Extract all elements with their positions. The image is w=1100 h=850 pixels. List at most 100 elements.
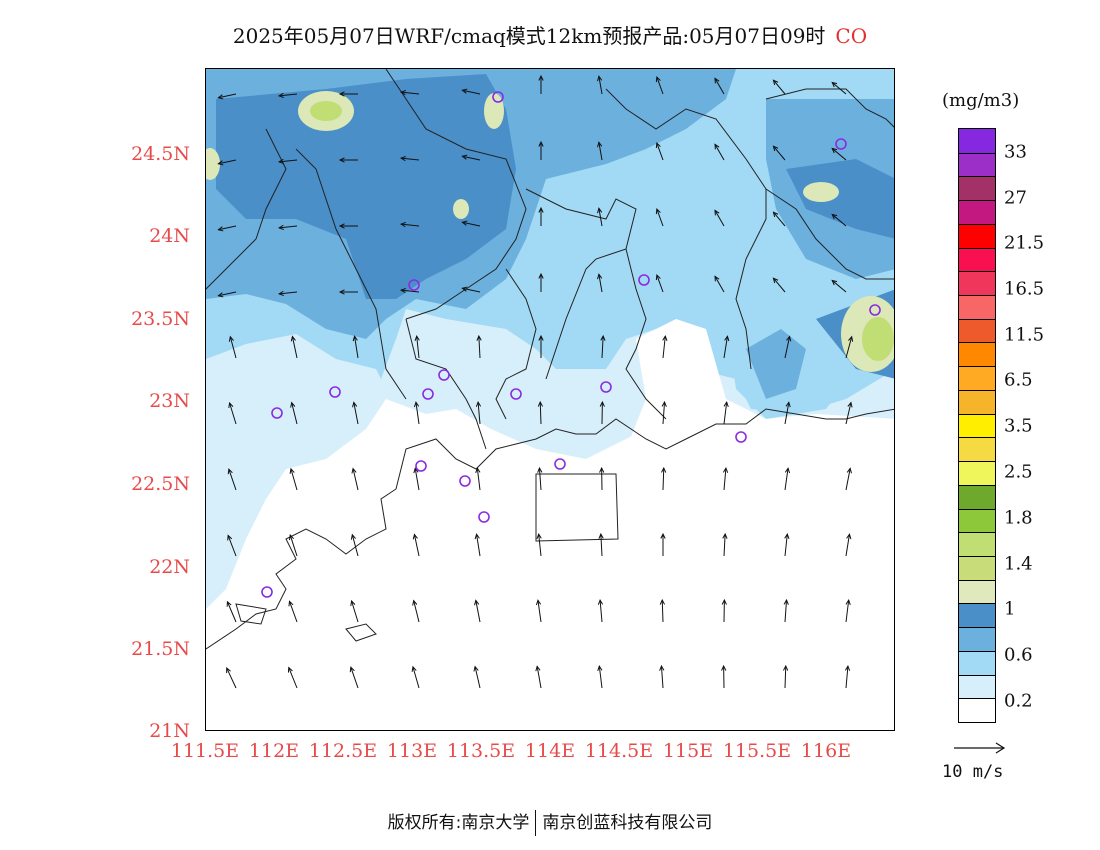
- border-1: [206, 128, 287, 290]
- wind-vector: [226, 667, 237, 689]
- wind-vector: [462, 221, 481, 227]
- lon-label-111.5: 111.5E: [170, 740, 240, 762]
- colorbar-unit: (mg/m3): [942, 90, 1020, 111]
- wind-vector: [476, 468, 481, 491]
- colorbar-segment: [959, 152, 995, 177]
- wind-vector: [401, 289, 420, 293]
- wind-vector-head: [784, 467, 791, 474]
- colorbar-segment: [959, 650, 995, 675]
- wind-vector-head: [538, 74, 544, 81]
- wind-vector: [601, 336, 604, 359]
- wind-vector: [661, 599, 664, 623]
- colorbar-label-33: 33: [1004, 141, 1027, 163]
- wind-vector-head: [461, 88, 468, 94]
- colorbar-label-1: 1: [1004, 598, 1016, 620]
- border-8: [405, 318, 487, 450]
- wind-vector-head: [338, 91, 345, 97]
- wind-vector: [598, 76, 603, 95]
- colorbar-label-2.5: 2.5: [1004, 461, 1033, 483]
- wind-vector-head: [217, 226, 224, 232]
- wind-vector: [539, 401, 542, 425]
- wind-vector-head: [461, 154, 468, 160]
- wind-vector: [598, 142, 603, 161]
- wind-vector-head: [598, 532, 604, 539]
- wind-vector: [536, 666, 542, 689]
- wind-vector-head: [597, 75, 603, 82]
- station-marker: [492, 91, 504, 103]
- station-marker: [271, 407, 283, 419]
- wind-vector: [656, 142, 664, 161]
- wind-vector: [279, 93, 298, 97]
- wind-vector: [656, 274, 664, 293]
- wind-vector-head: [597, 598, 604, 605]
- wind-vector-head: [846, 533, 852, 540]
- wind-vector-head: [349, 666, 355, 673]
- wind-vector: [537, 600, 542, 623]
- wind-vector-head: [660, 532, 666, 539]
- island-1: [535, 473, 619, 542]
- wind-vector: [600, 534, 603, 557]
- wind-vector-head: [217, 94, 224, 100]
- wind-vector-head: [538, 140, 544, 147]
- wind-vector-head: [414, 334, 420, 341]
- wind-vector-head: [350, 533, 356, 540]
- wind-vector-head: [352, 335, 358, 342]
- wind-vector-head: [831, 81, 838, 88]
- wind-vector: [218, 159, 237, 165]
- lon-label-113.5: 113.5E: [446, 740, 516, 762]
- wind-vector-head: [784, 532, 790, 539]
- wind-vector-head: [772, 277, 779, 284]
- band-0.8-se: [746, 329, 806, 399]
- colorbar-segment: [959, 366, 995, 390]
- wind-vector-head: [290, 401, 296, 408]
- wind-vector: [599, 600, 603, 623]
- wind-vector-head: [338, 223, 345, 229]
- wind-vector: [598, 666, 603, 689]
- colorbar-segment: [959, 627, 995, 651]
- wind-vector: [662, 402, 666, 425]
- wind-vector-head: [661, 400, 667, 407]
- wind-vector-head: [351, 467, 357, 474]
- wind-vector-head: [287, 666, 293, 673]
- wind-vector: [352, 468, 359, 491]
- wind-vector-head: [786, 335, 792, 342]
- wind-vector-head: [597, 141, 603, 148]
- colorbar-label-11.5: 11.5: [1004, 324, 1045, 346]
- colorbar-segment: [959, 532, 995, 556]
- copyright-footer: 版权所有:南京大学 南京创蓝科技有限公司: [0, 808, 1100, 836]
- patch-1.2-e: [803, 182, 839, 202]
- wind-vector: [656, 208, 664, 227]
- lon-label-112.5: 112.5E: [308, 740, 378, 762]
- station-marker: [735, 431, 747, 443]
- wind-vector-head: [475, 467, 481, 474]
- wind-vector: [538, 534, 542, 557]
- wind-vector: [714, 210, 725, 227]
- wind-vector-head: [831, 147, 838, 154]
- wind-vector: [279, 291, 298, 295]
- wind-vector-head: [714, 209, 720, 216]
- wind-vector-head: [289, 467, 295, 474]
- colorbar-segment: [959, 674, 995, 699]
- wind-vector-head: [538, 272, 544, 279]
- wind-vector: [229, 336, 237, 359]
- colorbar-label-1.8: 1.8: [1004, 507, 1033, 529]
- wind-vector: [656, 76, 664, 95]
- colorbar-segment: [959, 508, 995, 533]
- station-marker: [438, 369, 450, 381]
- colorbar-segment: [959, 437, 995, 462]
- station-marker: [600, 381, 612, 393]
- wind-vector: [401, 223, 420, 227]
- wind-vector: [723, 468, 727, 491]
- colorbar-segment: [959, 484, 995, 509]
- wind-vector: [476, 534, 481, 557]
- wind-vector: [227, 535, 237, 557]
- wind-vector: [401, 91, 420, 95]
- wind-vector-head: [783, 598, 789, 605]
- wind-vector: [723, 402, 728, 425]
- wind-vector: [773, 79, 786, 95]
- wind-vector: [462, 89, 481, 95]
- wind-vector: [831, 280, 847, 293]
- wind-vector-head: [217, 160, 224, 166]
- lon-label-115.5: 115.5E: [722, 740, 792, 762]
- wind-vector-head: [352, 401, 358, 408]
